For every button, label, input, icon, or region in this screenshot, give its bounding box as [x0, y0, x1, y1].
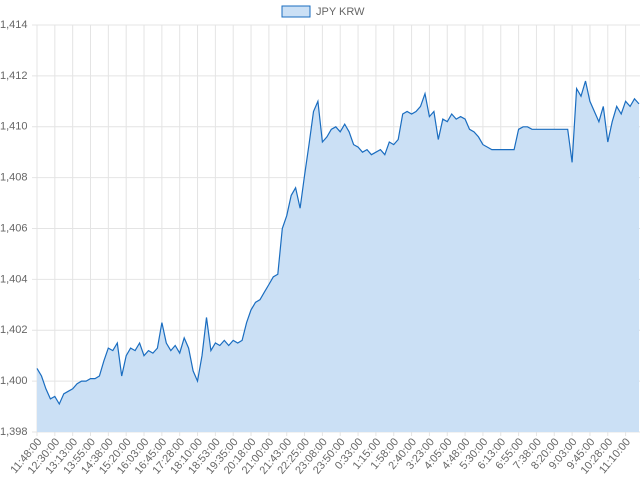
y-tick-label: 1,398 [0, 426, 28, 438]
y-tick-label: 1,408 [0, 172, 28, 184]
y-tick-label: 1,412 [0, 70, 28, 82]
y-tick-label: 1,400 [0, 375, 28, 387]
y-tick-label: 1,414 [0, 19, 28, 31]
y-tick-label: 1,410 [0, 121, 28, 133]
area [37, 81, 639, 432]
y-tick-label: 1,404 [0, 273, 28, 285]
legend-swatch [281, 5, 311, 18]
legend-label: JPY KRW [316, 6, 365, 18]
y-tick-label: 1,402 [0, 324, 28, 336]
y-tick-label: 1,406 [0, 222, 28, 234]
line [36, 80, 640, 406]
